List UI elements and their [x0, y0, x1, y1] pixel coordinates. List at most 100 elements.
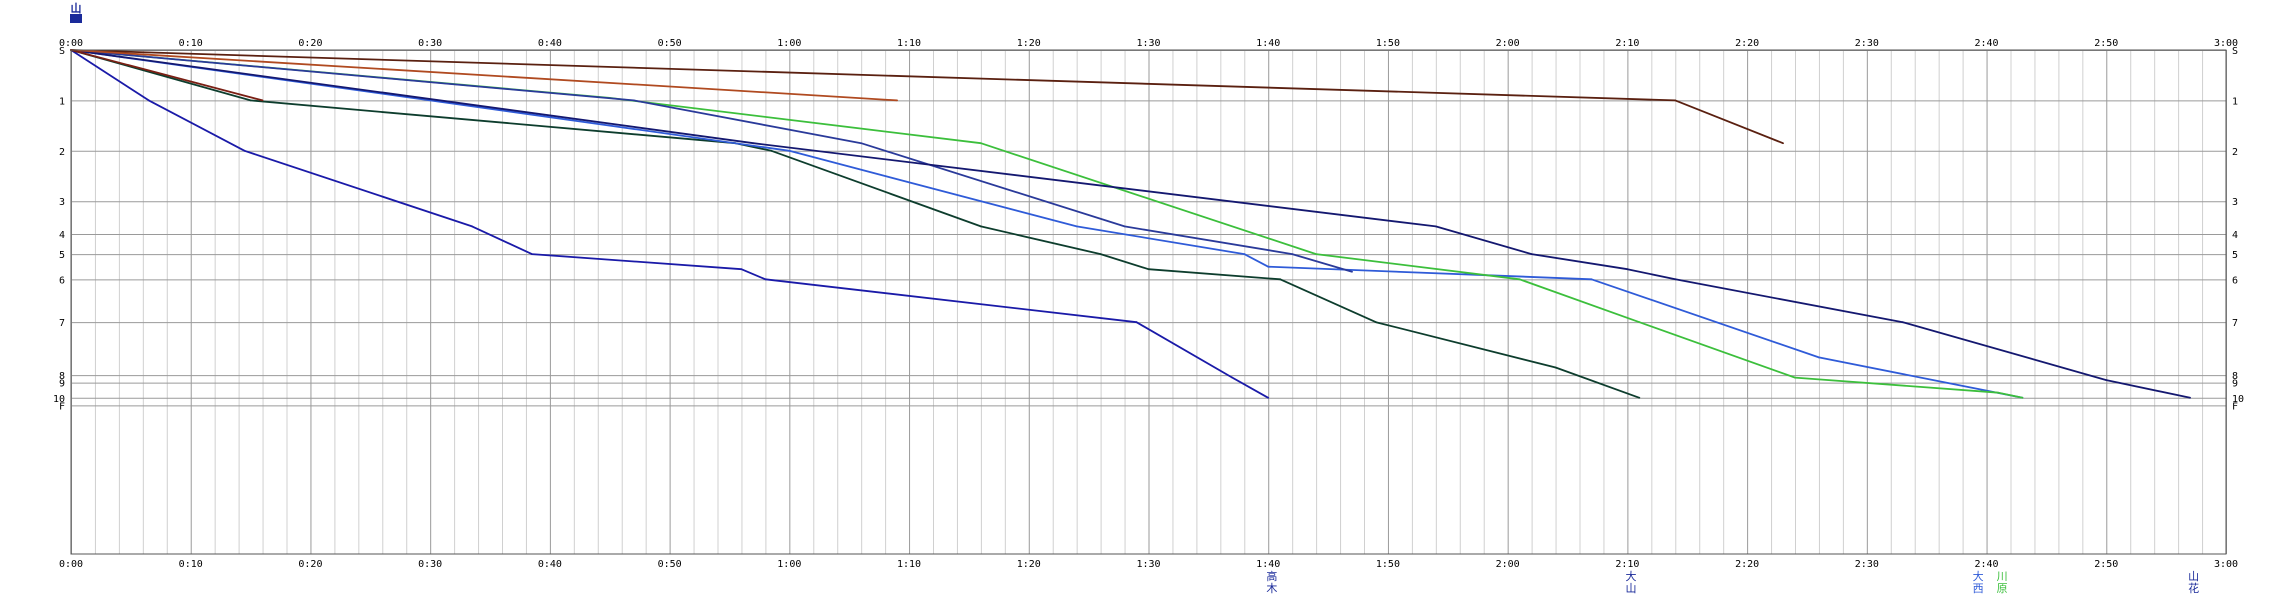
train-line-vertex: [1626, 268, 1629, 271]
train-line-vertex: [471, 225, 473, 228]
train-line-vertex: [1638, 321, 1641, 324]
time-tick-label-top: 0:00: [59, 38, 83, 49]
train-line-vertex: [1674, 278, 1677, 281]
train-line: [70, 49, 1353, 273]
time-tick-label-top: 1:10: [897, 38, 921, 49]
time-tick-label-bottom: 3:00: [2214, 559, 2238, 570]
time-tick-label-top: 2:40: [1975, 38, 1999, 49]
terminal-station-label-char: 西: [1973, 582, 1984, 595]
train-line-vertex: [860, 142, 863, 145]
time-tick-label-top: 0:30: [418, 38, 442, 49]
time-tick-label-top: 1:50: [1376, 38, 1400, 49]
station-tick-label-left: 6: [59, 275, 65, 286]
station-tick-label-right: 3: [2232, 197, 2238, 208]
train-line-vertex: [788, 149, 791, 152]
train-line-vertex: [1674, 99, 1677, 102]
terminal-station-label-char: 大: [1973, 569, 1984, 583]
time-tick-label-bottom: 2:40: [1975, 559, 1999, 570]
station-tick-label-left: 7: [59, 318, 65, 329]
time-tick-label-bottom: 1:20: [1017, 559, 1041, 570]
time-tick-label-bottom: 1:40: [1256, 559, 1280, 570]
train-line-vertex: [261, 99, 264, 102]
origin-station-label: 山: [71, 1, 82, 15]
station-tick-label-left: 8: [59, 371, 65, 382]
time-tick-label-top: 0:20: [298, 38, 322, 49]
origin-station-marker: [70, 14, 82, 23]
train-line-vertex: [1375, 321, 1377, 324]
train-line-vertex: [1231, 376, 1234, 379]
time-tick-label-top: 0:40: [538, 38, 562, 49]
terminal-station-label-char: 高: [1266, 569, 1277, 583]
train-line-vertex: [1351, 270, 1353, 273]
train-line-vertex: [243, 149, 246, 152]
terminal-station-label: 大西: [1973, 569, 1984, 595]
station-tick-label-left: 10: [53, 394, 65, 405]
time-tick-label-bottom: 0:20: [298, 559, 322, 570]
train-line-vertex: [1135, 321, 1138, 324]
train-line-vertex: [147, 99, 150, 102]
train-line-vertex: [896, 99, 898, 102]
train-line-vertex: [1794, 376, 1796, 379]
train-line-vertex: [1518, 278, 1521, 281]
train-line-vertex: [1075, 225, 1078, 228]
train-line-vertex: [1267, 396, 1270, 399]
time-tick-label-bottom: 2:50: [2094, 559, 2118, 570]
time-tick-label-bottom: 1:30: [1136, 559, 1160, 570]
station-tick-label-left: 2: [59, 147, 65, 158]
train-line-vertex: [2189, 396, 2191, 399]
train-line-vertex: [531, 253, 533, 256]
terminal-station-label-char: 川: [1997, 570, 2008, 583]
time-tick-label-bottom: 0:40: [538, 559, 562, 570]
station-tick-label-right: 4: [2232, 230, 2238, 241]
train-line-vertex: [1782, 142, 1784, 145]
time-tick-label-bottom: 2:30: [1855, 559, 1879, 570]
train-line-vertex: [1279, 278, 1282, 281]
terminal-station-label-char: 大: [1625, 569, 1636, 583]
terminal-station-label-char: 山: [2188, 570, 2199, 583]
time-tick-label-top: 2:20: [1735, 38, 1759, 49]
train-line-vertex: [2021, 396, 2024, 399]
train-line: [70, 49, 1269, 399]
plot-frame: [70, 49, 2227, 555]
time-tick-label-top: 3:00: [2214, 38, 2238, 49]
train-line-vertex: [764, 278, 767, 281]
terminal-station-label: 川原: [1997, 570, 2008, 595]
train-line-vertex: [1818, 356, 1820, 359]
station-tick-label-right: 5: [2232, 250, 2238, 261]
station-tick-label-left: 9: [59, 379, 65, 390]
station-tick-label-left: S: [59, 46, 65, 57]
station-tick-label-right: S: [2232, 46, 2238, 57]
train-line: [70, 49, 263, 102]
time-tick-label-top: 2:00: [1496, 38, 1520, 49]
time-tick-label-top: 0:10: [179, 38, 203, 49]
train-line-vertex: [1315, 253, 1318, 256]
train-line-vertex: [1099, 253, 1102, 256]
time-tick-label-bottom: 0:50: [658, 559, 682, 570]
station-tick-label-right: 1: [2232, 96, 2238, 107]
train-line-vertex: [249, 99, 252, 102]
train-line-vertex: [1267, 265, 1270, 268]
train-line: [70, 49, 898, 102]
time-tick-label-bottom: 2:10: [1615, 559, 1639, 570]
station-tick-label-left: F: [59, 401, 65, 412]
time-tick-label-bottom: 1:10: [897, 559, 921, 570]
terminal-station-label-char: 花: [2188, 582, 2199, 595]
time-tick-label-top: 0:50: [658, 38, 682, 49]
train-line-vertex: [979, 225, 982, 228]
time-tick-label-bottom: 0:00: [59, 559, 83, 570]
time-tick-label-top: 2:50: [2094, 38, 2118, 49]
station-tick-label-right: F: [2232, 401, 2238, 412]
series-layer: [70, 49, 2191, 399]
train-line-vertex: [1997, 391, 2000, 394]
station-tick-label-left: 5: [59, 250, 65, 261]
train-line-vertex: [1243, 253, 1246, 256]
time-tick-label-bottom: 2:20: [1735, 559, 1759, 570]
train-line-vertex: [1434, 225, 1437, 228]
terminal-station-label-char: 原: [1997, 582, 2008, 595]
time-tick-label-bottom: 2:00: [1496, 559, 1520, 570]
station-tick-label-right: 6: [2232, 275, 2238, 286]
station-tick-label-left: 4: [59, 230, 65, 241]
train-line-vertex: [1291, 253, 1294, 256]
time-tick-label-top: 1:30: [1136, 38, 1160, 49]
